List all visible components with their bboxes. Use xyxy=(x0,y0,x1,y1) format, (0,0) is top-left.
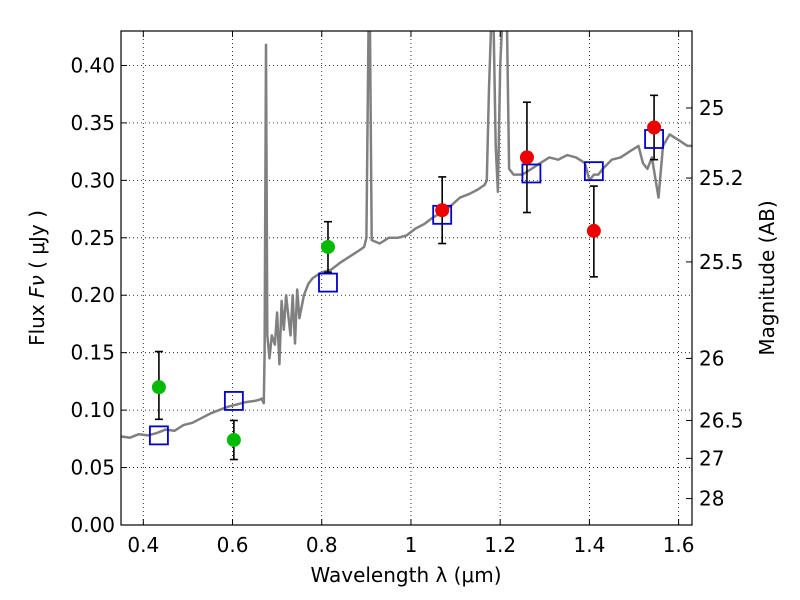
observed-flux-point xyxy=(647,120,662,135)
y-tick-label: 0.40 xyxy=(70,53,115,77)
y-axis-label-prefix: Flux xyxy=(25,298,49,346)
y-tick-label: 0.30 xyxy=(70,168,115,192)
y-axis-label: Flux Fν ( μJy ) xyxy=(25,210,49,346)
observed-flux-point xyxy=(226,432,241,447)
grid-lines xyxy=(121,31,692,526)
x-axis-label: Wavelength λ (μm) xyxy=(310,563,501,587)
observed-flux-point xyxy=(151,380,166,395)
x-tick-label: 1.4 xyxy=(573,533,605,557)
plot-frame xyxy=(120,30,693,526)
axis-ticks: 0.4 0.6 0.8 1 1.2 1.4 1.6 0.00 0.05 0.10 0.15 0.20 0… xyxy=(70,31,744,557)
model-photometry-square xyxy=(149,425,169,446)
y-tick-label: 0.25 xyxy=(70,226,115,250)
y2-tick-label: 25 xyxy=(699,96,724,120)
y2-tick-label: 26 xyxy=(699,346,724,370)
y2-tick-label: 25.5 xyxy=(699,250,744,274)
observed-flux-point xyxy=(435,203,450,218)
observed-flux-point xyxy=(519,150,534,165)
spectrum-line xyxy=(121,31,692,439)
markers xyxy=(149,120,664,447)
observed-flux-point xyxy=(320,239,335,254)
y2-axis-label: Magnitude (AB) xyxy=(755,200,779,355)
x-tick-label: 1.2 xyxy=(484,533,516,557)
observed-flux-point xyxy=(586,223,601,238)
y2-tick-label: 25.2 xyxy=(699,166,744,190)
model-photometry-square xyxy=(583,161,604,182)
x-tick-label: 0.8 xyxy=(306,533,338,557)
y-tick-label: 0.35 xyxy=(70,111,115,135)
model-photometry-square xyxy=(521,163,542,184)
x-tick-label: 1.6 xyxy=(663,533,695,557)
x-tick-label: 1 xyxy=(405,533,418,557)
x-tick-label: 0.6 xyxy=(217,533,249,557)
y-axis-label-symbol: Fν xyxy=(25,275,49,298)
y-tick-label: 0.05 xyxy=(70,456,115,480)
model-photometry-square xyxy=(223,391,244,411)
y-tick-label: 0.10 xyxy=(70,398,115,422)
model-photometry-square xyxy=(318,272,338,293)
x-tick-label: 0.4 xyxy=(127,533,159,557)
y2-tick-label: 26.5 xyxy=(699,408,744,432)
y-tick-label: 0.20 xyxy=(70,283,115,307)
y-axis-label-unit: ( μJy ) xyxy=(25,210,49,275)
y2-tick-label: 28 xyxy=(699,487,724,511)
y2-tick-label: 27 xyxy=(699,446,724,470)
y-tick-label: 0.00 xyxy=(70,513,115,537)
data-layer xyxy=(121,31,692,439)
y-tick-label: 0.15 xyxy=(70,341,115,365)
